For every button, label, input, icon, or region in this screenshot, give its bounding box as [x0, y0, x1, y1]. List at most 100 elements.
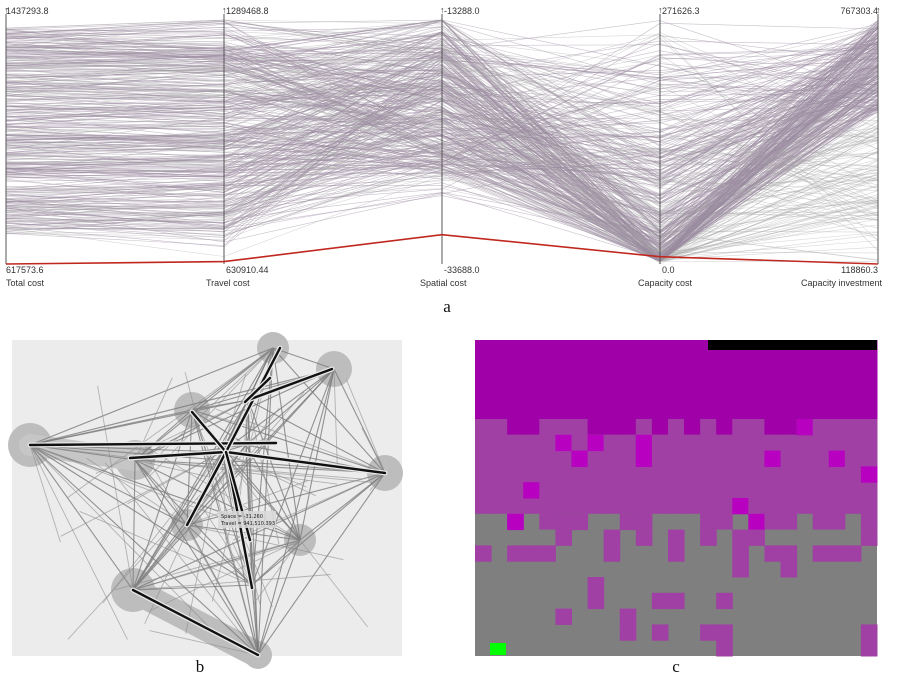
axis-min-travel-cost: 630910.44: [226, 265, 269, 275]
heatmap-cell: [667, 419, 685, 514]
network-edge: [149, 630, 259, 656]
heatmap-cell: [828, 450, 846, 467]
heatmap-cell: [619, 340, 637, 435]
network-edge: [221, 451, 301, 541]
heatmap-cell: [812, 545, 830, 562]
network-edge: [247, 399, 386, 474]
heatmap-cell: [748, 529, 765, 546]
network-edge: [272, 347, 335, 370]
heatmap-cell: [860, 624, 878, 641]
heatmap-cell: [539, 545, 556, 562]
axis-max-travel-cost: 1289468.8: [226, 6, 269, 16]
heatmap-cell: [860, 340, 878, 419]
network-edge: [95, 399, 249, 474]
heatmap-cell: [700, 624, 717, 641]
heatmap-cell: [684, 340, 701, 435]
heatmap-cell: [748, 419, 765, 530]
edge-group: [29, 347, 386, 656]
heatmap-cell: [571, 340, 589, 419]
heatmap-cell: [667, 592, 685, 610]
network-edge: [272, 347, 301, 541]
heatmap-cell: [603, 340, 621, 435]
axis-arrow-icon: ↑: [440, 5, 445, 15]
axis-name-capacity-investment: Capacity investment: [801, 278, 883, 288]
heatmap-cell: [635, 434, 653, 452]
network-edge: [132, 542, 299, 591]
heatmap-cell: [667, 340, 685, 419]
heatmap-cell: [507, 513, 524, 531]
heatmap-cell: [571, 513, 589, 531]
network-edge: [132, 584, 253, 591]
heatmap-cell: [700, 529, 717, 546]
network-edge: [79, 510, 253, 586]
network-edge: [245, 444, 301, 541]
axis-arrow-icon: ↑: [222, 5, 227, 15]
heatmap-cell: [603, 529, 621, 546]
network-edge: [134, 347, 274, 461]
heatmap-cell: [732, 561, 749, 578]
heatmap-cell: [587, 577, 605, 594]
heatmap-cell: [828, 340, 846, 419]
network-edge: [29, 444, 188, 526]
network-edge: [104, 462, 259, 656]
network-edge: [221, 451, 316, 497]
heatmap-cell: [555, 513, 572, 531]
heatmap-cell: [491, 419, 508, 514]
heatmap-cell: [619, 513, 637, 531]
heatmap-cell: [828, 419, 846, 530]
heatmap-cell: [716, 640, 733, 657]
heatmap-cell: [828, 545, 846, 562]
selected-edge: [28, 441, 278, 447]
network-edge: [221, 451, 307, 488]
axis-name-capacity-cost: Capacity cost: [638, 278, 693, 288]
network-edge: [253, 539, 301, 605]
selected-edge: [246, 367, 334, 402]
network-edge: [152, 466, 259, 656]
heatmap-cell: [571, 450, 589, 467]
heatmap-cell: [732, 340, 749, 419]
heatmap-cell: [700, 419, 717, 530]
axis-min-spatial-cost: -33688.0: [444, 265, 480, 275]
heatmap-panel: c: [475, 340, 878, 676]
axis-name-travel-cost: Travel cost: [206, 278, 250, 288]
heatmap-cell: [603, 545, 621, 562]
heatmap-cell: [555, 340, 572, 419]
heatmap-cell: [635, 450, 653, 467]
network-edge: [369, 472, 386, 491]
network-edge: [346, 379, 386, 474]
heatmap-cell: [539, 340, 556, 419]
heatmap-cell: [475, 545, 492, 562]
axis-max-capacity-investment: 767303.4: [840, 6, 878, 16]
network-edge: [132, 472, 386, 591]
heatmap-cell: [523, 482, 540, 499]
network-edge: [29, 368, 335, 446]
network-edge: [232, 472, 386, 541]
heatmap-cell: [635, 340, 653, 419]
heatmap-cell: [651, 592, 669, 610]
heatmap-cell: [700, 340, 717, 419]
network-edge: [132, 391, 305, 591]
tooltip-line-2: Travel = 941,510.393: [220, 521, 275, 527]
network-edge: [29, 444, 253, 586]
network-edge: [196, 498, 253, 586]
network-edge: [257, 539, 301, 656]
selected-edge: [131, 588, 260, 657]
heatmap-cell: [555, 529, 572, 546]
heatmap-cell: [475, 340, 492, 419]
network-map-panel: Space = -31.260 Travel = 941,510.393 b: [8, 332, 403, 676]
network-edge: [29, 444, 134, 591]
heatmap-cell: [716, 340, 733, 435]
caption-a: a: [443, 297, 451, 316]
heatmap-cell: [748, 340, 765, 419]
heatmap-cell: [667, 545, 685, 562]
network-edge: [191, 409, 386, 474]
heatmap-cell: [587, 434, 605, 452]
caption-b: b: [196, 657, 205, 676]
network-edge: [191, 406, 205, 411]
selected-edge: [243, 376, 272, 404]
heatmap-cell: [812, 340, 830, 419]
heatmap-cell: [587, 592, 605, 610]
axis-arrow-icon: ↑: [4, 5, 9, 15]
heatmap-cell: [491, 340, 508, 419]
heatmap-cell: [587, 340, 605, 435]
